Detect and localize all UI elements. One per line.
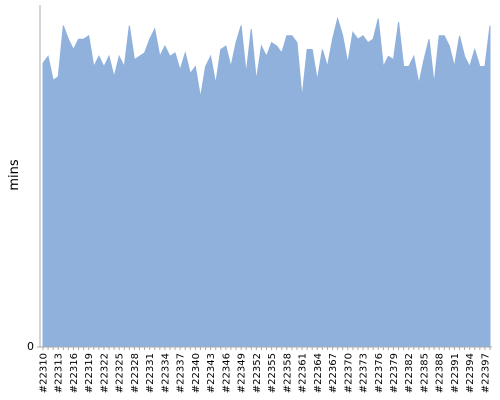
x-tick-label: #22358 [282,353,293,393]
x-tick-label: #22364 [313,353,324,393]
x-tick-label: #22334 [160,353,171,393]
x-tick-label: #22394 [465,353,476,393]
x-tick-label: #22316 [69,353,80,393]
x-tick-label: #22361 [298,353,309,393]
x-tick-label: #22373 [359,353,370,393]
y-tick-label: 0 [27,340,34,353]
x-tick-label: #22352 [252,353,263,393]
x-tick-label: #22379 [389,353,400,393]
x-tick-label: #22391 [450,353,461,393]
x-tick-label: #22340 [191,353,202,393]
x-tick-label: #22346 [221,353,232,393]
x-tick-label: #22331 [145,353,156,393]
x-tick-label: #22313 [54,353,65,393]
x-tick-label: #22388 [435,353,446,393]
x-tick-label: #22337 [176,353,187,393]
x-tick-label: #22397 [480,353,491,393]
x-tick-label: #22385 [419,353,430,393]
x-tick-label: #22310 [39,353,50,393]
x-tick-label: #22328 [130,353,141,393]
x-tick-label: #22322 [99,353,110,393]
y-axis-label: mins [7,159,22,191]
x-tick-label: #22370 [343,353,354,393]
x-tick-label: #22349 [237,353,248,393]
x-tick-label: #22319 [84,353,95,393]
x-tick-label: #22355 [267,353,278,393]
x-tick-label: #22325 [115,353,126,393]
x-tick-label: #22343 [206,353,217,393]
x-tick-label: #22367 [328,353,339,393]
x-tick-label: #22376 [374,353,385,393]
area [42,16,491,348]
x-tick-label: #22382 [404,353,415,393]
